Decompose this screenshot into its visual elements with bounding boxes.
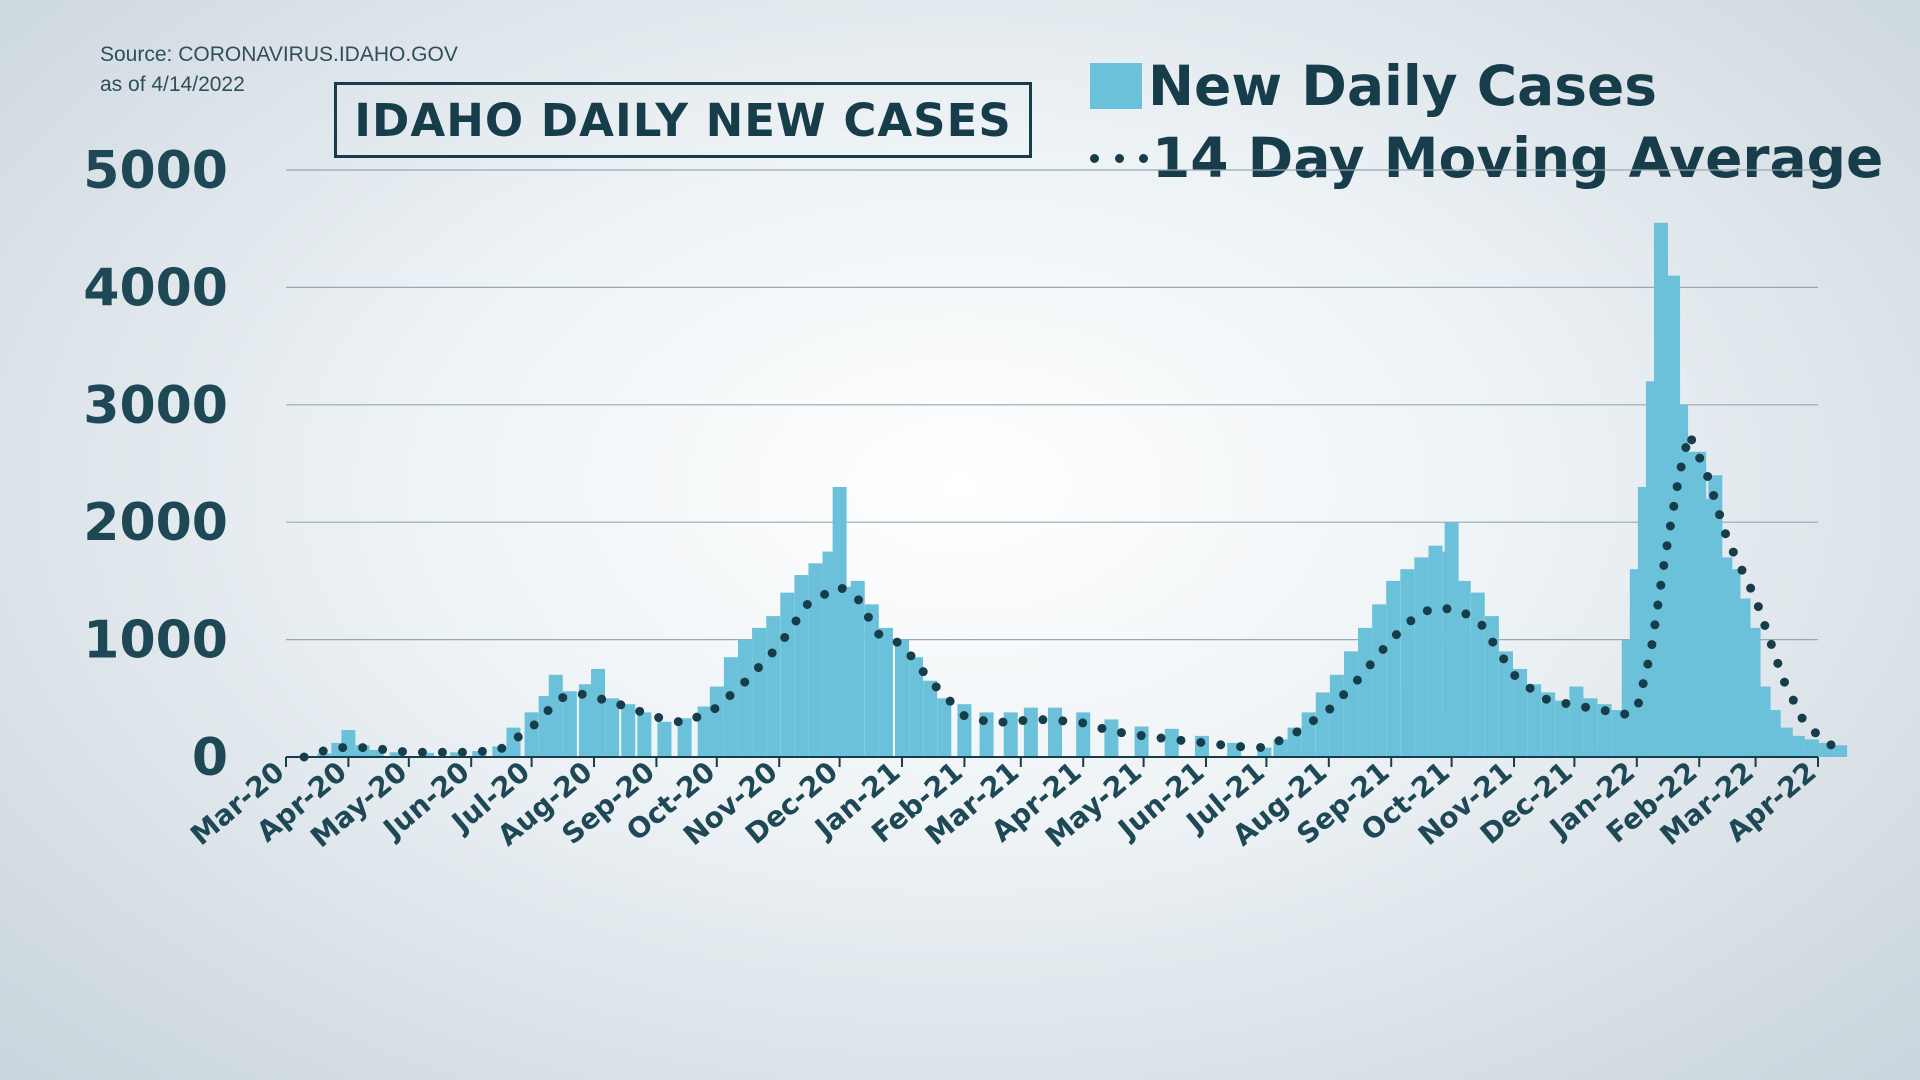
case-bar <box>1541 692 1556 757</box>
case-bar <box>1257 747 1272 757</box>
y-tick-label: 4000 <box>83 258 228 318</box>
case-bar <box>1555 700 1570 757</box>
moving-average-line <box>299 420 1849 762</box>
case-bar <box>657 721 672 757</box>
case-bar <box>1104 719 1119 757</box>
case-bar <box>1048 707 1063 757</box>
case-bar <box>1023 707 1038 757</box>
case-bar <box>389 752 404 757</box>
case-bar <box>1790 735 1805 757</box>
case-bar <box>524 712 539 757</box>
case-bar <box>605 698 620 757</box>
case-bar <box>1428 545 1443 757</box>
case-bar <box>562 691 577 757</box>
case-bar <box>578 684 593 757</box>
case-bar <box>369 749 384 757</box>
case-bar <box>697 706 712 757</box>
case-bar <box>1315 692 1330 757</box>
case-bar <box>1513 668 1528 757</box>
case-bar <box>1583 698 1598 757</box>
case-bar <box>909 657 924 757</box>
y-tick-label: 1000 <box>83 611 228 671</box>
case-bar <box>1833 745 1848 757</box>
case-bar <box>1766 710 1781 757</box>
legend-item-cases: New Daily Cases <box>1090 50 1883 122</box>
case-bar <box>752 627 767 757</box>
case-bar <box>1400 569 1415 757</box>
case-bar <box>1414 557 1429 757</box>
case-bar <box>1597 704 1612 757</box>
case-bar <box>1470 592 1485 757</box>
case-bar <box>1386 580 1401 757</box>
chart-title: IDAHO DAILY NEW CASES <box>354 93 1012 147</box>
case-bar <box>548 674 563 757</box>
case-bar <box>1444 522 1459 757</box>
case-bar <box>737 639 752 757</box>
case-bar <box>591 668 606 757</box>
case-bar <box>864 604 879 757</box>
case-bar <box>677 718 692 757</box>
chart-title-box: IDAHO DAILY NEW CASES <box>334 82 1032 158</box>
case-bar <box>780 592 795 757</box>
source-line: Source: CORONAVIRUS.IDAHO.GOV <box>100 43 458 66</box>
case-bar <box>419 752 434 757</box>
dotted-line-icon <box>1090 153 1148 163</box>
case-bar <box>1778 727 1793 757</box>
legend-item-average: 14 Day Moving Average <box>1090 122 1883 194</box>
case-bar <box>923 680 938 757</box>
case-bar <box>1804 739 1819 757</box>
case-bar <box>709 686 724 757</box>
y-tick-label: 0 <box>192 728 228 788</box>
case-bar <box>1164 728 1179 757</box>
case-bar <box>1527 684 1542 757</box>
case-bar <box>1456 580 1471 757</box>
case-bar <box>895 639 910 757</box>
case-bar <box>878 627 893 757</box>
chart-legend: New Daily Cases 14 Day Moving Average <box>1090 50 1883 194</box>
case-bar <box>937 698 952 757</box>
source-note: Source: CORONAVIRUS.IDAHO.GOV as of 4/14… <box>100 40 458 100</box>
case-bar <box>637 712 652 757</box>
case-bar <box>1484 616 1499 757</box>
bar-swatch-icon <box>1090 63 1142 109</box>
case-bar <box>850 580 865 757</box>
case-bar <box>506 727 521 757</box>
case-bar <box>1372 604 1387 757</box>
case-bar <box>1569 686 1584 757</box>
legend-label-average: 14 Day Moving Average <box>1152 126 1884 190</box>
case-bar <box>621 704 636 757</box>
case-bar <box>450 752 465 757</box>
case-bar <box>1329 674 1344 757</box>
legend-label-cases: New Daily Cases <box>1148 54 1658 118</box>
case-bar <box>1498 651 1513 757</box>
y-tick-label: 5000 <box>83 141 228 201</box>
y-tick-label: 3000 <box>83 376 228 436</box>
case-bar <box>766 616 781 757</box>
case-bar <box>808 563 823 757</box>
case-bar <box>1343 651 1358 757</box>
case-bar <box>1358 627 1373 757</box>
as-of-date: as of 4/14/2022 <box>100 73 245 96</box>
y-tick-label: 2000 <box>83 493 228 553</box>
case-bar <box>723 657 738 757</box>
